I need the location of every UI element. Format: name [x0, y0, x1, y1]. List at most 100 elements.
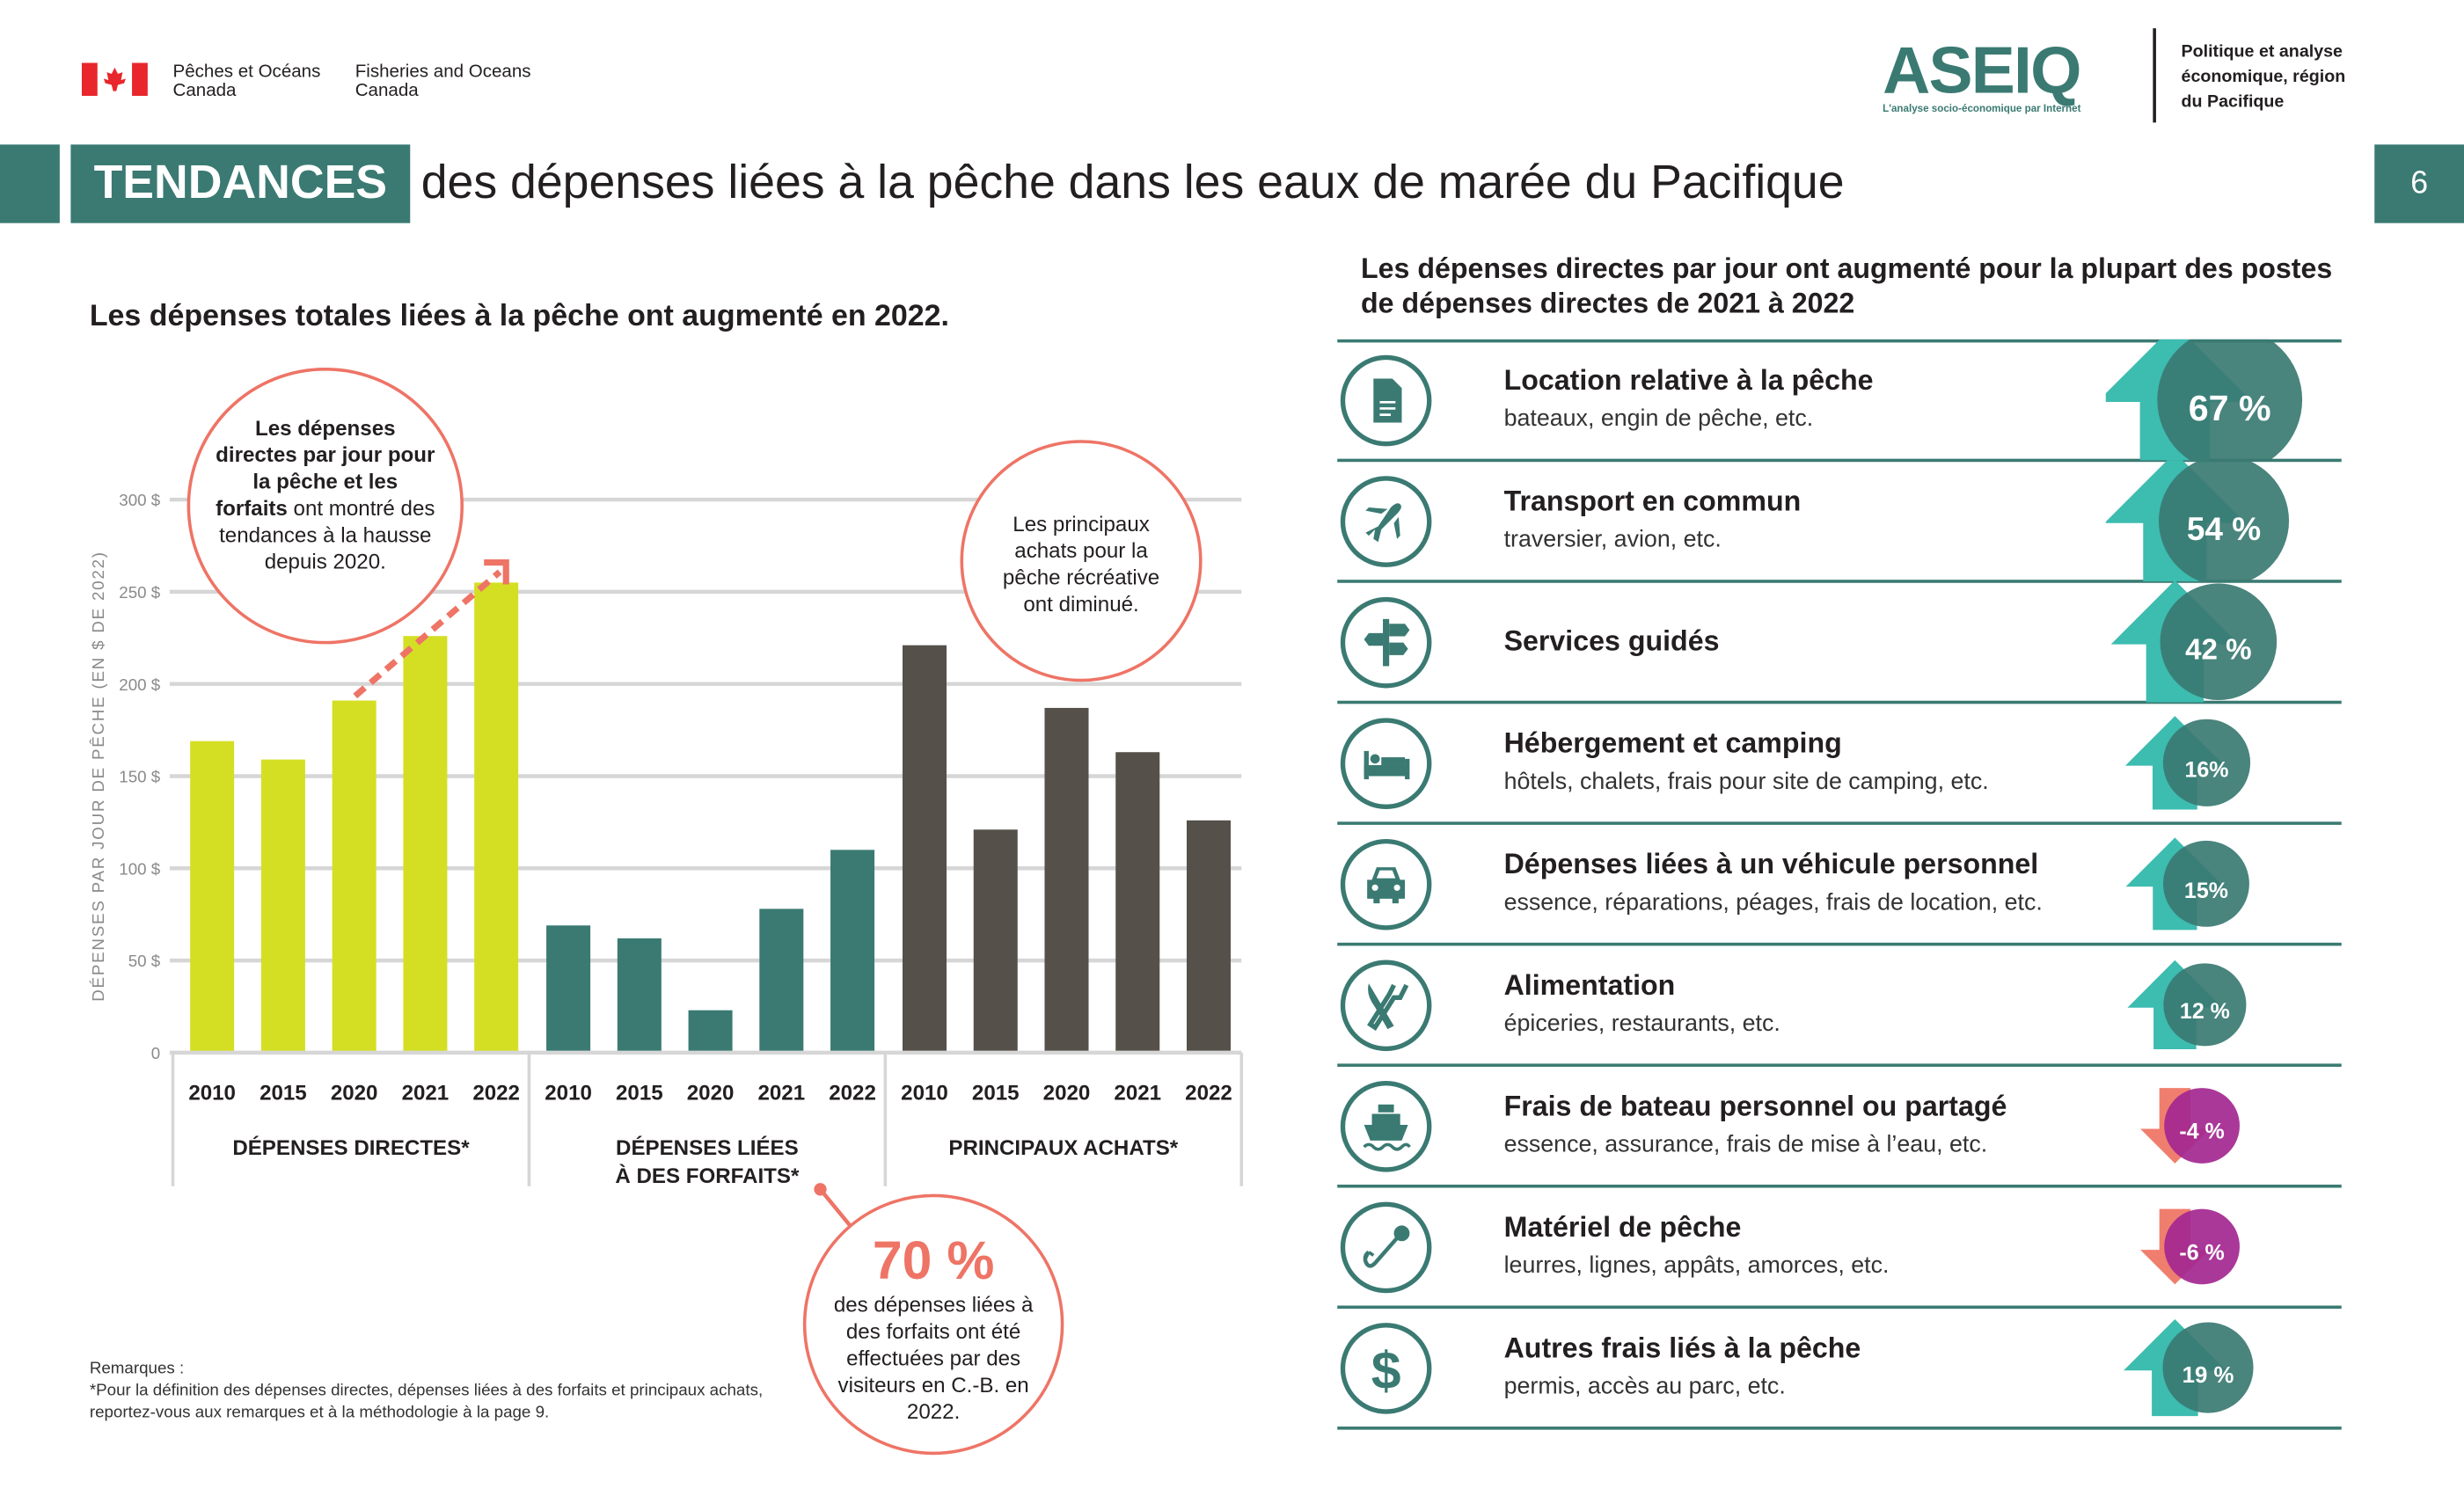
- callout-purchases: Les principaux achats pour la pêche récr…: [960, 440, 1203, 682]
- header-divider: [2153, 28, 2156, 123]
- x-tick-label: 2021: [1114, 1081, 1161, 1105]
- division-line3: du Pacifique: [2181, 92, 2285, 112]
- bed-icon: [1364, 750, 1410, 779]
- item-title: Location relative à la pêche: [1503, 363, 1874, 396]
- dfo-fr-line1: Pêches et Océans: [172, 62, 321, 82]
- group-label: À DES FORFAITS*: [615, 1164, 800, 1188]
- row-divider: [1337, 458, 2342, 463]
- x-tick-label: 2020: [687, 1081, 735, 1105]
- percent-circle: [2162, 719, 2251, 806]
- fishing-hook-icon-badge: [1340, 1200, 1432, 1293]
- percent-change: 54 %: [2187, 510, 2261, 547]
- dfo-name-fr: Pêches et Océans Canada: [173, 62, 321, 100]
- callout-pct-text: des dépenses liées à des forfaits ont ét…: [833, 1293, 1034, 1424]
- bed-icon-badge: [1340, 717, 1432, 809]
- percent-change: 42 %: [2185, 634, 2252, 667]
- bar: [1115, 752, 1160, 1053]
- item-subtitle: traversier, avion, etc.: [1503, 525, 1722, 552]
- x-tick-label: 2020: [1043, 1081, 1091, 1105]
- x-tick-label: 2015: [972, 1081, 1020, 1105]
- item-title: Frais de bateau personnel ou partagé: [1503, 1089, 2007, 1121]
- bar: [190, 741, 235, 1053]
- bar: [830, 850, 875, 1053]
- x-tick-label: 2021: [757, 1081, 805, 1105]
- car-icon-badge: [1340, 838, 1432, 930]
- item-subtitle: épiceries, restaurants, etc.: [1503, 1009, 1780, 1037]
- notes: Remarques : *Pour la définition des dépe…: [90, 1357, 765, 1423]
- y-tick-label: 250 $: [119, 583, 160, 602]
- boat-icon: [1363, 1103, 1411, 1150]
- percent-circle: [2160, 583, 2278, 701]
- x-tick-label: 2020: [331, 1081, 378, 1105]
- y-tick-label: 50 $: [128, 952, 161, 970]
- cutlery-icon: [1367, 982, 1409, 1031]
- bar: [1044, 707, 1089, 1053]
- notes-text: *Pour la définition des dépenses directe…: [89, 1381, 764, 1422]
- percent-change: -4 %: [2179, 1120, 2224, 1144]
- bar: [973, 829, 1018, 1053]
- group-label: DÉPENSES DIRECTES*: [232, 1135, 470, 1160]
- percent-circle: [2164, 1208, 2240, 1285]
- x-tick-label: 2022: [472, 1081, 520, 1105]
- bar: [688, 1010, 733, 1053]
- y-axis-label: DÉPENSES PAR JOUR DE PÊCHE (EN $ DE 2022…: [89, 551, 107, 1002]
- dfo-en-line2: Canada: [355, 81, 419, 101]
- item-title: Hébergement et camping: [1503, 726, 1842, 758]
- car-icon: [1367, 866, 1406, 903]
- page-title: des dépenses liées à la pêche dans les e…: [420, 157, 1845, 209]
- item-subtitle: hôtels, chalets, frais pour site de camp…: [1503, 767, 1989, 795]
- row-divider: [1337, 1063, 2342, 1067]
- airplane-icon-badge: [1340, 475, 1432, 566]
- percent-circle: [2157, 339, 2303, 461]
- x-tick-label: 2010: [188, 1081, 236, 1105]
- item-subtitle: essence, réparations, péages, frais de l…: [1503, 888, 2043, 916]
- dollar-icon: $: [1371, 1341, 1401, 1395]
- item-title: Services guidés: [1503, 624, 1720, 656]
- increase-badge: 54 %: [2105, 460, 2290, 581]
- group-label: PRINCIPAUX ACHATS*: [948, 1136, 1178, 1160]
- row-divider: [1337, 580, 2342, 583]
- svg-text:$: $: [1371, 1341, 1401, 1395]
- x-tick-label: 2022: [829, 1081, 876, 1105]
- bar: [1186, 820, 1231, 1053]
- document-icon-badge: [1340, 354, 1432, 446]
- bar-chart: 0 50 $ 100 $ 150 $ 200 $ 250 $ 300 $ DÉPENSES P…: [89, 491, 1244, 1188]
- increase-badge: 19 %: [2124, 1318, 2254, 1417]
- decrease-badge: -4 %: [2140, 1088, 2240, 1164]
- row-divider: [1337, 1427, 2342, 1430]
- y-tick-label: 300 $: [119, 491, 160, 509]
- percent-change: 12 %: [2180, 999, 2230, 1024]
- percent-circle: [2163, 963, 2247, 1047]
- document-icon: [1373, 377, 1402, 422]
- x-tick-label: 2021: [402, 1081, 450, 1105]
- trend-arrow: [353, 569, 502, 699]
- callout-trend: Les dépenses directes par jour pour la p…: [186, 368, 464, 645]
- item-subtitle: permis, accès au parc, etc.: [1503, 1372, 1786, 1399]
- dollar-icon-badge: $: [1340, 1322, 1432, 1413]
- callout-trend-bold: Les dépenses directes par jour pour la p…: [216, 416, 435, 521]
- x-tick-label: 2015: [260, 1081, 307, 1105]
- row-divider: [1337, 700, 2342, 704]
- canada-flag-icon: [81, 62, 148, 96]
- item-title: Matériel de pêche: [1503, 1210, 1742, 1243]
- aseiq-logo: ASEIQ L'analyse socio-économique par Int…: [1883, 33, 2122, 122]
- cutlery-icon-badge: [1340, 959, 1432, 1051]
- dfo-fr-line2: Canada: [172, 81, 237, 101]
- bar: [546, 925, 591, 1053]
- title-bar-left-block: [0, 144, 60, 223]
- increase-badge: 16%: [2124, 716, 2251, 810]
- item-subtitle: essence, assurance, frais de mise à l’ea…: [1503, 1130, 1988, 1157]
- decrease-badge: -6 %: [2140, 1208, 2240, 1285]
- y-tick-label: 200 $: [119, 675, 160, 694]
- y-tick-label: 0: [151, 1044, 160, 1062]
- y-tick-label: 150 $: [119, 768, 160, 786]
- dfo-name-en: Fisheries and Oceans Canada: [355, 62, 531, 100]
- percent-circle: [2162, 1322, 2254, 1413]
- row-divider: [1337, 339, 2342, 343]
- bar: [332, 700, 377, 1053]
- percent-circle: [2159, 460, 2290, 581]
- fishing-hook-icon: [1363, 1224, 1410, 1267]
- callout-trend-text: ont montré des tendances à la hausse dep…: [219, 496, 435, 574]
- callout-purchases-text: Les principaux achats pour la pêche récr…: [1002, 512, 1160, 617]
